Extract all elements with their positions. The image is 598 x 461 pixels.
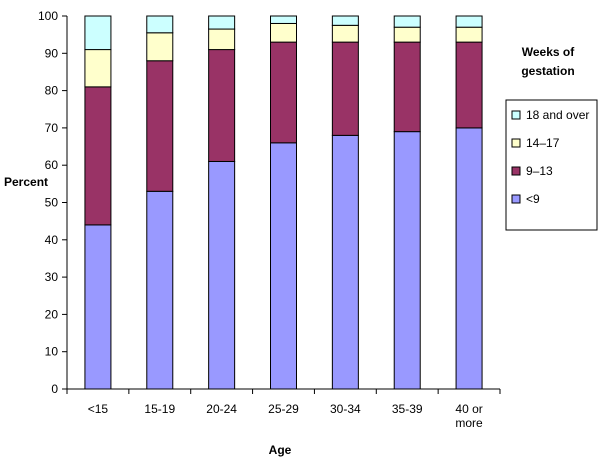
bar-segment: [331, 41, 359, 136]
y-tick-label: 30: [45, 270, 59, 284]
y-tick-label: 10: [45, 345, 59, 359]
bar-segment: [208, 28, 236, 51]
x-tick-label: 30-34: [330, 402, 361, 416]
x-tick-label: 20-24: [206, 402, 237, 416]
bar-segment: [455, 15, 483, 28]
bar-segment: [270, 22, 297, 43]
bar-segment: [393, 131, 421, 390]
legend-label: <9: [526, 192, 540, 206]
y-tick-label: 80: [45, 84, 59, 98]
bar-segment: [270, 15, 297, 24]
bar-segment: [84, 224, 112, 390]
x-tick-label: <15: [88, 402, 109, 416]
legend-title: Weeks of gestation: [521, 45, 575, 78]
bar-segment: [84, 86, 112, 226]
y-tick-label: 50: [45, 196, 59, 210]
x-tick-label: 15-19: [144, 402, 175, 416]
y-tick-label: 90: [45, 46, 59, 60]
legend: 18 and over 14–17 9–13 <9: [505, 99, 598, 231]
bar-segment: [146, 15, 174, 34]
bar-segment: [393, 15, 421, 28]
y-tick-label: 40: [45, 233, 59, 247]
y-axis-ticks: 0 10 20 30 40 50 60 70 80 90 100: [38, 9, 67, 396]
legend-swatch: [511, 166, 521, 176]
bar-segment: [208, 49, 236, 162]
x-axis-label: Age: [269, 443, 292, 457]
y-tick-label: 100: [38, 9, 58, 23]
legend-label: 9–13: [526, 164, 553, 178]
bar-stacks: [84, 15, 483, 390]
bar-segment: [84, 15, 112, 51]
bar-segment: [146, 190, 174, 390]
legend-title-line: Weeks of: [522, 45, 575, 59]
bar-segment: [331, 15, 359, 26]
bar-segment: [331, 24, 359, 43]
bar-segment: [270, 41, 297, 144]
legend-title-line: gestation: [521, 64, 574, 78]
bar-segment: [393, 26, 421, 43]
bar-segment: [393, 41, 421, 133]
bar-segment: [455, 127, 483, 390]
legend-swatch: [511, 110, 521, 120]
x-tick-label: 35-39: [392, 402, 423, 416]
legend-label: 18 and over: [526, 108, 589, 122]
x-tick-label: 25-29: [268, 402, 299, 416]
y-tick-label: 0: [51, 382, 58, 396]
y-tick-label: 60: [45, 158, 59, 172]
x-tick-label: 40 or: [455, 402, 482, 416]
bar-segment: [331, 134, 359, 390]
bar-segment: [84, 49, 112, 88]
legend-box: [505, 99, 598, 231]
bar-segment: [270, 142, 297, 390]
bar-segment: [455, 26, 483, 43]
y-tick-label: 20: [45, 307, 59, 321]
bar-segment: [146, 32, 174, 62]
bar-segment: [208, 15, 236, 30]
legend-label: 14–17: [526, 136, 560, 150]
y-axis-label: Percent: [4, 175, 48, 189]
legend-swatch: [511, 138, 521, 148]
legend-swatch: [511, 194, 521, 204]
bar-segment: [146, 60, 174, 192]
x-tick-label: more: [455, 416, 483, 430]
y-tick-label: 70: [45, 121, 59, 135]
bar-segment: [455, 41, 483, 129]
bar-segment: [208, 160, 236, 390]
